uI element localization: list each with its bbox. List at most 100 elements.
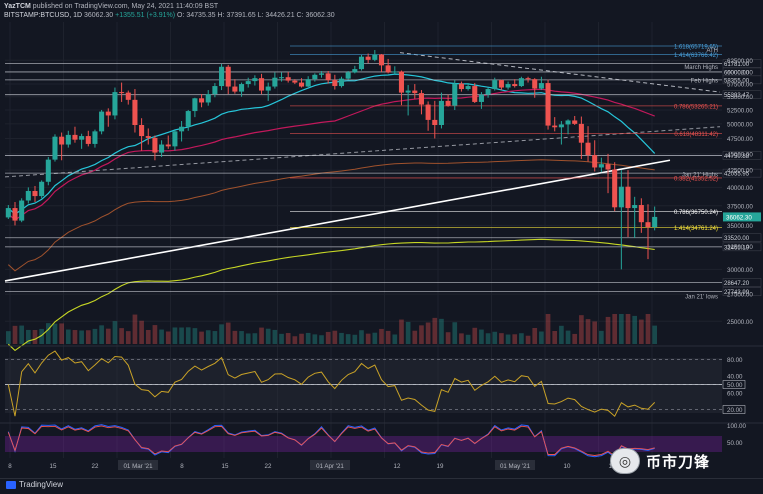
volume-bar (445, 332, 451, 344)
candle-body (99, 111, 105, 132)
candle-body (139, 125, 145, 137)
candle-body (225, 66, 231, 87)
volume-bar (452, 322, 458, 344)
volume-bar (319, 335, 324, 344)
candle-body (85, 136, 91, 144)
time-tick-label: 8 (180, 463, 184, 470)
time-tick-label: 22 (92, 463, 99, 470)
volume-bar (392, 334, 398, 344)
level-label: 55393.47 (724, 93, 750, 99)
candle-body (632, 205, 638, 209)
price-tick-label: 62500.00 (727, 58, 753, 65)
candle-body (292, 80, 298, 83)
volume-bar (119, 328, 124, 344)
volume-bar (85, 330, 91, 344)
volume-bar (279, 333, 284, 344)
candle-body (452, 83, 458, 106)
time-tick-label: 01 Apr '21 (316, 463, 344, 470)
volume-bar (292, 336, 298, 344)
price-tick-label: 47500.00 (727, 136, 753, 143)
volume-bar (5, 331, 11, 344)
level-label: 28647.20 (724, 281, 750, 287)
volume-bar (79, 330, 84, 344)
volume-bar (639, 319, 644, 344)
ma-200-line (7, 238, 655, 352)
candle-body (39, 181, 45, 197)
level-label: 0.786(36750.24) (674, 210, 718, 216)
candle-body (285, 77, 291, 81)
candle-body (325, 73, 331, 81)
volume-bar (612, 314, 618, 344)
volume-bar (625, 314, 631, 344)
candle-body (512, 84, 518, 87)
candle-body (192, 98, 198, 112)
volume-bar (199, 331, 204, 344)
volume-bar (252, 333, 258, 344)
candle-body (345, 72, 351, 79)
ma-100-line (7, 159, 655, 272)
candle-body (332, 80, 338, 87)
volume-bar (259, 327, 264, 344)
candle-body (72, 134, 78, 140)
time-tick-label: 15 (222, 463, 229, 470)
watermark: ◎ 币市刀锋 (610, 448, 710, 474)
volume-bar (379, 328, 384, 344)
time-axis-bg (0, 459, 763, 477)
author-name[interactable]: YazTCM (4, 3, 31, 10)
volume-bar (352, 334, 358, 344)
tradingview-logo[interactable]: TradingView (6, 480, 63, 489)
candle-body (492, 80, 498, 90)
volume-bar (172, 327, 178, 344)
watermark-text: 币市刀锋 (646, 452, 711, 471)
last-price: 36062.30 (84, 12, 114, 19)
volume-bar (25, 329, 31, 344)
candle-body (232, 86, 238, 92)
volume-bar (219, 324, 224, 344)
candle-body (179, 126, 185, 132)
candle-body (112, 92, 118, 116)
candle-body (365, 56, 371, 60)
volume-bar (99, 325, 104, 344)
volume-bar (305, 332, 311, 344)
volume-bar (572, 333, 578, 344)
level-label: Jan 21' lows (685, 295, 718, 301)
volume-bar (412, 330, 418, 344)
candle-body (172, 131, 178, 147)
rsi-tick-label: 50.00 (727, 382, 743, 389)
price-change: +1355.51 (+3.91%) (115, 12, 176, 19)
volume-bar (419, 325, 424, 344)
volume-bar (145, 329, 151, 344)
price-tick-label: 55000.00 (727, 94, 753, 101)
volume-bar (45, 323, 51, 344)
time-tick-label: 15 (50, 463, 57, 470)
volume-bar (365, 333, 371, 344)
level-tag (722, 90, 762, 99)
time-tick-label: 12 (394, 463, 401, 470)
time-tick-label: 19 (437, 463, 444, 470)
time-tick-label: 10 (564, 463, 571, 470)
candle-body (398, 71, 404, 93)
candle-body (418, 93, 424, 105)
wechat-icon: ◎ (610, 448, 640, 474)
level-label: ATH (706, 48, 718, 54)
volume-bar (92, 328, 98, 344)
volume-bar (152, 325, 158, 344)
level-label: 60000.00 (724, 70, 750, 76)
stoch-tick-label: 50.00 (727, 440, 743, 447)
level-tag (722, 59, 762, 68)
time-tick-label: 8 (8, 463, 12, 470)
candle-body (19, 200, 25, 221)
volume-bar (105, 328, 111, 344)
candle-body (45, 159, 51, 182)
volume-bar (619, 314, 624, 344)
price-tick-label: 27500.00 (727, 292, 753, 299)
volume-bar (505, 334, 511, 344)
volume-bar (192, 328, 198, 344)
volume-bar (159, 329, 164, 344)
candle-body (239, 84, 245, 92)
candle-body (458, 83, 464, 90)
volume-bar (405, 321, 411, 344)
candle-body (259, 78, 265, 91)
symbol-label: BITSTAMP:BTCUSD, 1D (4, 12, 83, 19)
